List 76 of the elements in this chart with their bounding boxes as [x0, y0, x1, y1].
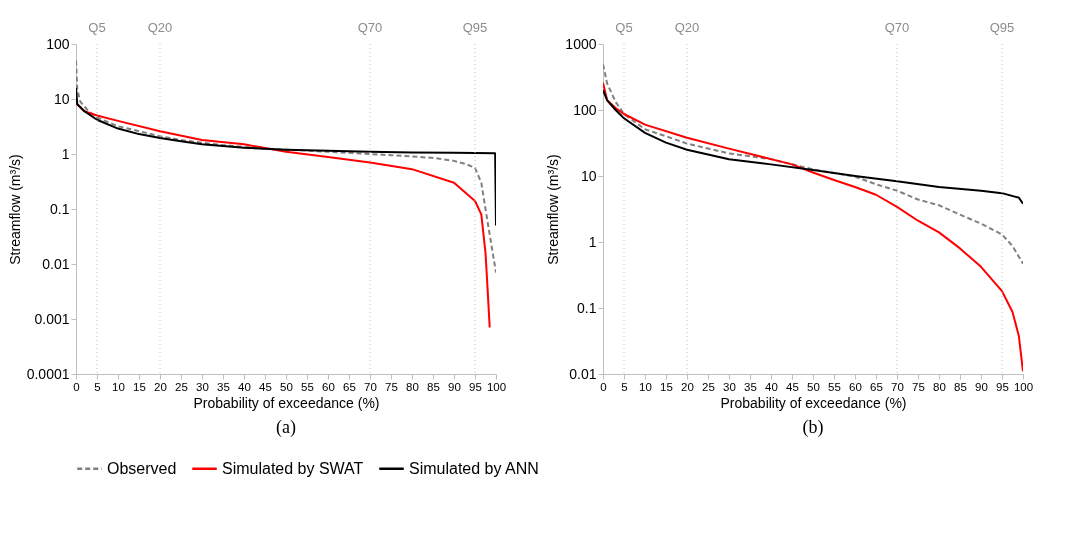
ref-line-label: Q20 — [674, 20, 700, 35]
y-tick-label: 0.001 — [34, 310, 70, 327]
x-tick-label: 55 — [828, 380, 841, 393]
line-series — [76, 59, 496, 274]
ref-line-label: Q70 — [357, 20, 383, 35]
x-tick-label: 40 — [238, 380, 251, 393]
legend-label: Simulated by ANN — [409, 459, 539, 477]
ref-line-label: Q95 — [462, 20, 488, 35]
x-tick-label: 20 — [681, 380, 694, 393]
text: (b) — [802, 416, 824, 438]
x-tick-label: 65 — [870, 380, 883, 393]
y-tick-label: 0.0001 — [26, 365, 70, 382]
x-tick-label: 75 — [912, 380, 925, 393]
y-tick-label: 10 — [580, 167, 597, 184]
y-tick-label: 10 — [53, 90, 70, 107]
y-tick-label: 1 — [588, 233, 597, 250]
x-tick-label: 0 — [600, 380, 607, 393]
x-tick-label: 15 — [660, 380, 673, 393]
x-tick-label: 40 — [765, 380, 778, 393]
x-tick-label: 0 — [73, 380, 80, 393]
x-tick-label: 60 — [322, 380, 335, 393]
x-tick-label: 35 — [217, 380, 230, 393]
x-axis-title: Probability of exceedance (%) — [720, 395, 907, 411]
text: (a) — [276, 416, 296, 438]
x-tick-label: 50 — [280, 380, 293, 393]
x-tick-label: 45 — [786, 380, 799, 393]
x-tick-label: 85 — [427, 380, 440, 393]
x-tick-label: 10 — [112, 380, 125, 393]
y-tick-label: 100 — [46, 35, 70, 52]
x-tick-label: 100 — [486, 380, 507, 393]
x-tick-label: 100 — [1013, 380, 1034, 393]
x-tick-label: 70 — [364, 380, 377, 393]
x-tick-label: 60 — [849, 380, 862, 393]
x-tick-label: 35 — [744, 380, 757, 393]
x-axis-title: Probability of exceedance (%) — [193, 395, 380, 411]
x-tick-label: 95 — [469, 380, 482, 393]
x-tick-label: 90 — [448, 380, 461, 393]
line-series — [603, 63, 1023, 265]
ref-line-label: Q5 — [615, 20, 633, 35]
legend-label: Simulated by SWAT — [222, 459, 364, 477]
legend-label: Observed — [107, 459, 177, 477]
y-axis-title: Streamflow (m³/s) — [6, 154, 23, 265]
x-tick-label: 45 — [259, 380, 272, 393]
x-tick-label: 80 — [933, 380, 946, 393]
x-tick-label: 90 — [975, 380, 988, 393]
line-series — [76, 86, 496, 227]
y-tick-label: 1 — [61, 145, 70, 162]
x-tick-label: 10 — [639, 380, 652, 393]
x-tick-label: 75 — [385, 380, 398, 393]
y-tick-label: 0.01 — [569, 365, 597, 382]
y-tick-label: 0.1 — [577, 299, 597, 316]
x-tick-label: 50 — [807, 380, 820, 393]
ref-line-label: Q70 — [884, 20, 910, 35]
x-tick-label: 20 — [154, 380, 167, 393]
y-tick-label: 0.01 — [42, 255, 70, 272]
x-tick-label: 25 — [175, 380, 188, 393]
ref-line-label: Q95 — [989, 20, 1015, 35]
x-tick-label: 70 — [891, 380, 904, 393]
x-tick-label: 5 — [94, 380, 101, 393]
x-tick-label: 5 — [621, 380, 628, 393]
x-tick-label: 30 — [723, 380, 736, 393]
x-tick-label: 65 — [343, 380, 356, 393]
ref-line-label: Q20 — [147, 20, 173, 35]
ref-line-label: Q5 — [88, 20, 106, 35]
x-tick-label: 55 — [301, 380, 314, 393]
x-tick-label: 80 — [406, 380, 419, 393]
line-series — [603, 89, 1023, 205]
x-tick-label: 15 — [133, 380, 146, 393]
x-tick-label: 25 — [702, 380, 715, 393]
x-tick-label: 30 — [196, 380, 209, 393]
y-tick-label: 0.1 — [50, 200, 70, 217]
x-tick-label: 95 — [996, 380, 1009, 393]
y-axis-title: Streamflow (m³/s) — [545, 154, 562, 265]
y-tick-label: 1000 — [565, 35, 597, 52]
y-tick-label: 100 — [573, 101, 597, 118]
x-tick-label: 85 — [954, 380, 967, 393]
